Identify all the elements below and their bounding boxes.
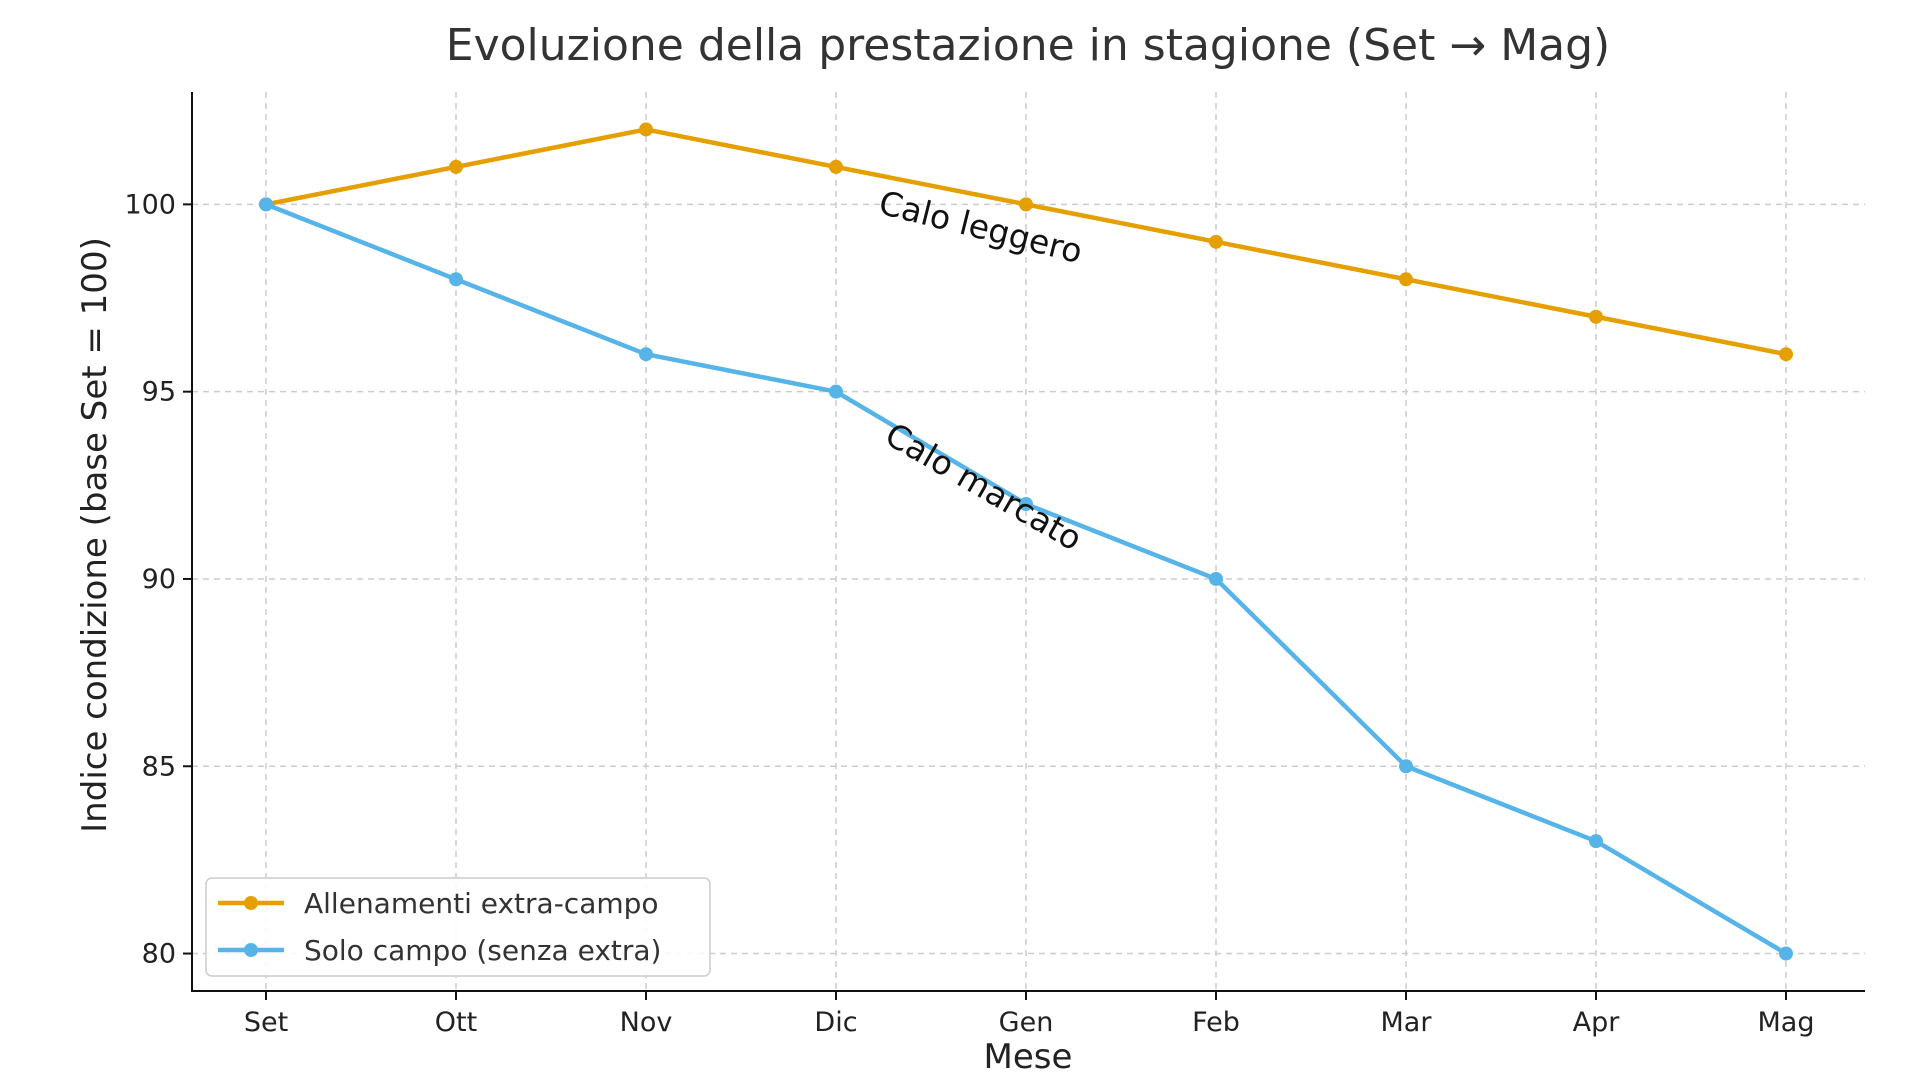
x-tick-label-nov: Nov bbox=[620, 1007, 673, 1038]
point-allenamenti-extra-campo-ott bbox=[449, 159, 463, 174]
x-axis-label: Mese bbox=[984, 1037, 1073, 1077]
legend-label: Allenamenti extra-campo bbox=[304, 887, 659, 920]
y-tick-label-85: 85 bbox=[142, 751, 176, 782]
point-solo-campo-senza-extra-nov bbox=[639, 347, 653, 362]
series-layer bbox=[259, 122, 1793, 961]
point-solo-campo-senza-extra-mag bbox=[1779, 946, 1793, 961]
point-solo-campo-senza-extra-set bbox=[259, 197, 273, 212]
legend-item-solo-campo-senza-extra: Solo campo (senza extra) bbox=[218, 934, 661, 967]
point-allenamenti-extra-campo-gen bbox=[1019, 197, 1033, 212]
y-tick-label-100: 100 bbox=[124, 189, 176, 220]
x-tick-label-ott: Ott bbox=[435, 1007, 477, 1038]
x-ticks: Set Ott Nov Dic Gen Feb Mar Apr Mag bbox=[244, 991, 1815, 1038]
point-solo-campo-senza-extra-apr bbox=[1589, 834, 1603, 849]
y-tick-label-90: 90 bbox=[142, 564, 176, 595]
legend-item-allenamenti-extra-campo: Allenamenti extra-campo bbox=[218, 887, 659, 920]
x-tick-label-set: Set bbox=[244, 1007, 288, 1038]
x-tick-label-gen: Gen bbox=[999, 1007, 1054, 1038]
point-solo-campo-senza-extra-gen bbox=[1019, 497, 1033, 512]
point-allenamenti-extra-campo-feb bbox=[1209, 234, 1223, 249]
x-tick-label-mag: Mag bbox=[1758, 1007, 1815, 1038]
legend-swatch-marker bbox=[244, 943, 258, 957]
point-solo-campo-senza-extra-dic bbox=[829, 384, 843, 399]
series-solo-campo-senza-extra bbox=[259, 197, 1793, 961]
y-axis-label: Indice condizione (base Set = 100) bbox=[75, 237, 115, 833]
point-solo-campo-senza-extra-feb bbox=[1209, 571, 1223, 586]
y-tick-label-80: 80 bbox=[142, 939, 176, 970]
chart-title: Evoluzione della prestazione in stagione… bbox=[446, 20, 1610, 71]
point-allenamenti-extra-campo-mar bbox=[1399, 272, 1413, 287]
point-allenamenti-extra-campo-mag bbox=[1779, 347, 1793, 362]
point-solo-campo-senza-extra-ott bbox=[449, 272, 463, 287]
y-ticks: 80 85 90 95 100 bbox=[124, 189, 192, 970]
point-allenamenti-extra-campo-dic bbox=[829, 159, 843, 174]
legend-label: Solo campo (senza extra) bbox=[304, 934, 661, 967]
point-solo-campo-senza-extra-mar bbox=[1399, 759, 1413, 774]
series-allenamenti-extra-campo bbox=[259, 122, 1793, 362]
legend-box bbox=[205, 877, 711, 977]
legend: Allenamenti extra-campo Solo campo (senza… bbox=[205, 877, 711, 977]
x-tick-label-dic: Dic bbox=[814, 1007, 857, 1038]
x-tick-label-mar: Mar bbox=[1381, 1007, 1433, 1038]
point-allenamenti-extra-campo-nov bbox=[639, 122, 653, 137]
point-allenamenti-extra-campo-apr bbox=[1589, 309, 1603, 324]
annotation-calo-marcato: Calo marcato bbox=[879, 415, 1089, 559]
x-tick-label-apr: Apr bbox=[1573, 1007, 1621, 1038]
legend-swatch-marker bbox=[244, 896, 258, 910]
y-tick-label-95: 95 bbox=[142, 377, 176, 408]
x-tick-label-feb: Feb bbox=[1192, 1007, 1240, 1038]
